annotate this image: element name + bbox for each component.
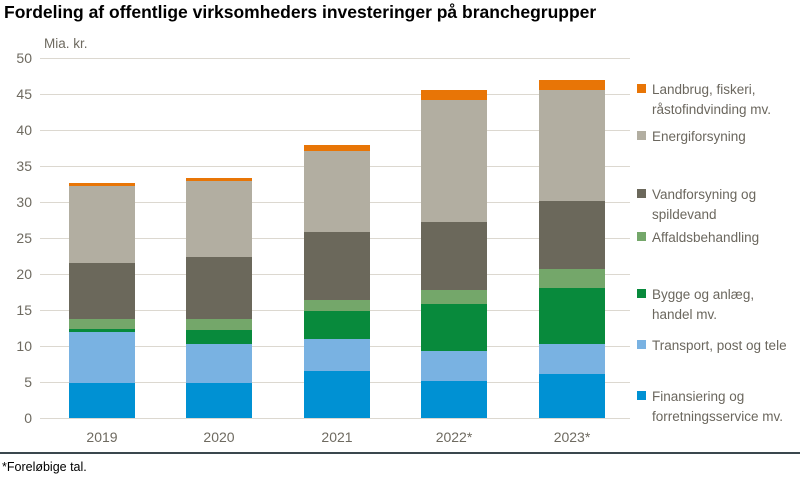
bar-segment-2023-affaldsbehandling [539, 269, 605, 288]
x-axis-label-2020: 2020 [203, 429, 235, 445]
y-tick-label-10: 10 [16, 338, 32, 354]
legend-swatch-icon [637, 84, 646, 93]
legend-swatch-icon [637, 340, 646, 349]
gridline-0 [40, 418, 630, 419]
bar-segment-2022-landbrug [421, 90, 487, 100]
legend-label: Landbrug, fiskeri, råstofindvinding mv. [652, 82, 772, 117]
y-tick-label-30: 30 [16, 194, 32, 210]
bar-segment-2023-finansiering [539, 374, 605, 418]
bar-segment-2023-transport [539, 344, 605, 374]
x-axis-label-2021: 2021 [321, 429, 353, 445]
chart-title: Fordeling af offentlige virksomheders in… [4, 2, 597, 22]
bar-segment-2019-bygge [69, 329, 135, 332]
y-tick-label-5: 5 [24, 374, 32, 390]
bar-segment-2022-transport [421, 351, 487, 381]
legend-swatch-icon [637, 391, 646, 400]
bar-segment-2023-vandforsyning [539, 201, 605, 269]
bar-segment-2021-bygge [304, 311, 370, 339]
bar-segment-2023-landbrug [539, 80, 605, 90]
footnote: *Foreløbige tal. [2, 460, 87, 474]
legend-label: Transport, post og tele [652, 338, 787, 353]
x-axis-label-2022: 2022* [435, 429, 473, 445]
legend-swatch-icon [637, 189, 646, 198]
bar-segment-2021-landbrug [304, 145, 370, 151]
legend-label: Energiforsyning [652, 129, 746, 144]
bar-segment-2023-bygge [539, 288, 605, 344]
bar-segment-2019-finansiering [69, 383, 135, 418]
bar-segment-2019-transport [69, 332, 135, 383]
y-tick-label-40: 40 [16, 122, 32, 138]
y-tick-label-50: 50 [16, 50, 32, 66]
bar-segment-2020-affaldsbehandling [186, 319, 252, 330]
x-axis-label-2019: 2019 [86, 429, 118, 445]
x-axis-label-2023: 2023* [553, 429, 591, 445]
y-tick-label-45: 45 [16, 86, 32, 102]
bar-segment-2022-energiforsyning [421, 100, 487, 222]
bar-segment-2020-energiforsyning [186, 181, 252, 257]
y-tick-label-20: 20 [16, 266, 32, 282]
bar-segment-2019-energiforsyning [69, 186, 135, 263]
bar-segment-2020-finansiering [186, 383, 252, 418]
bar-segment-2019-vandforsyning [69, 263, 135, 319]
bar-segment-2022-finansiering [421, 381, 487, 418]
gridline-45 [40, 94, 630, 95]
legend-label: Vandforsyning og spildevand [652, 187, 757, 222]
gridline-50 [40, 58, 630, 59]
y-tick-label-35: 35 [16, 158, 32, 174]
bar-segment-2023-energiforsyning [539, 90, 605, 201]
bar-segment-2019-landbrug [69, 183, 135, 186]
legend-swatch-icon [637, 289, 646, 298]
bar-segment-2021-finansiering [304, 371, 370, 418]
footer-divider [0, 452, 800, 454]
gridline-40 [40, 130, 630, 131]
bar-segment-2019-affaldsbehandling [69, 319, 135, 329]
bar-segment-2022-bygge [421, 304, 487, 351]
y-axis-unit-label: Mia. kr. [44, 36, 88, 51]
bar-segment-2020-vandforsyning [186, 257, 252, 319]
bar-segment-2020-bygge [186, 330, 252, 344]
bar-segment-2022-vandforsyning [421, 222, 487, 290]
bar-segment-2021-transport [304, 339, 370, 371]
legend-label: Bygge og anlæg, handel mv. [652, 287, 755, 322]
bar-segment-2022-affaldsbehandling [421, 290, 487, 304]
bar-segment-2021-energiforsyning [304, 151, 370, 232]
y-tick-label-25: 25 [16, 230, 32, 246]
legend-label: Affaldsbehandling [652, 230, 760, 245]
legend-swatch-icon [637, 232, 646, 241]
bar-segment-2020-transport [186, 344, 252, 383]
legend-label: Finansiering og forretningsservice mv. [652, 389, 784, 424]
y-tick-label-15: 15 [16, 302, 32, 318]
bar-segment-2021-vandforsyning [304, 232, 370, 300]
y-tick-label-0: 0 [24, 410, 32, 426]
bar-segment-2021-affaldsbehandling [304, 300, 370, 311]
legend-swatch-icon [637, 131, 646, 140]
bar-segment-2020-landbrug [186, 178, 252, 181]
